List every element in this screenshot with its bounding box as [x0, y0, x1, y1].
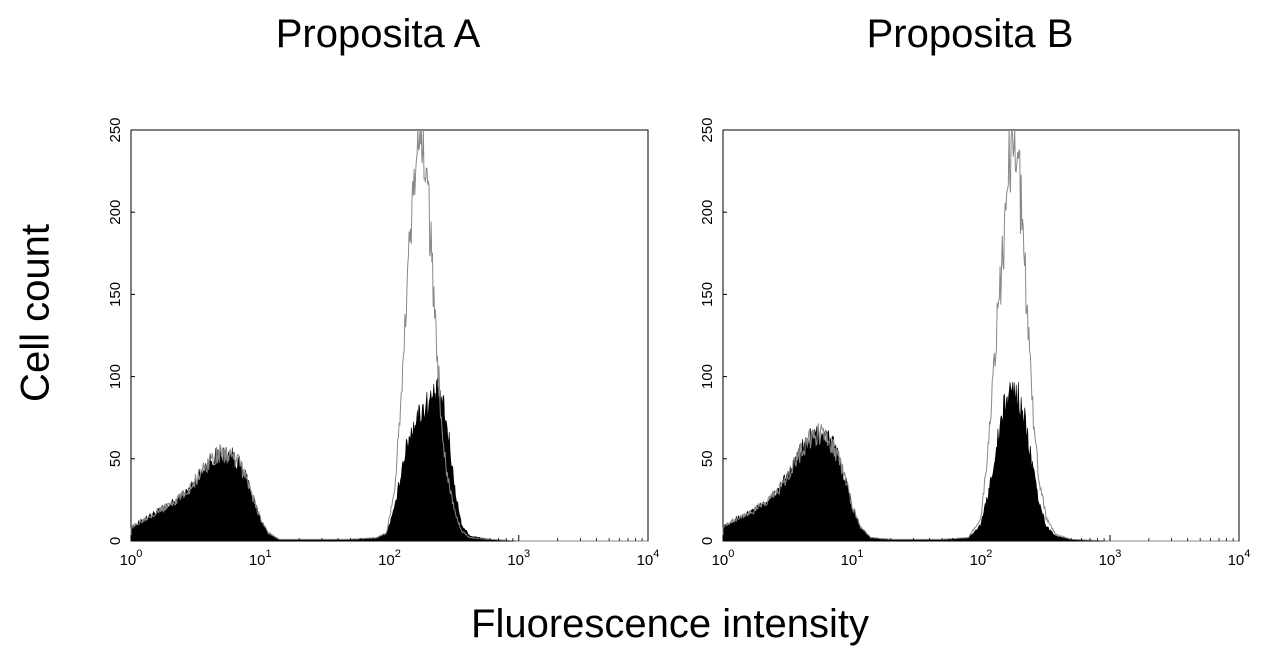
panel-title-b: Proposita B [866, 12, 1074, 56]
x-tick-label: 103 [507, 548, 530, 569]
y-tick-label: 0 [699, 537, 716, 545]
y-tick-label: 100 [107, 364, 124, 389]
x-tick-label: 104 [637, 548, 660, 569]
y-tick-label: 0 [107, 537, 124, 545]
x-tick-label: 103 [1099, 548, 1122, 569]
y-tick-label: 150 [699, 282, 716, 307]
y-tick-label: 250 [107, 117, 124, 142]
x-axis-label: Fluorescence intensity [471, 602, 869, 646]
panel-a: 0 50 100 150 200 250 100 101 102 103 104 [107, 117, 659, 569]
y-tick-label: 50 [107, 450, 124, 467]
x-tick-label: 100 [712, 548, 735, 569]
x-tick-label: 100 [120, 548, 143, 569]
panel-b: 0 50 100 150 200 250 100 101 102 103 104 [699, 117, 1250, 569]
y-tick-label: 100 [699, 364, 716, 389]
y-tick-label: 250 [699, 117, 716, 142]
series-outline-histogram [130, 129, 648, 542]
y-tick-label: 200 [107, 200, 124, 225]
x-tick-label: 102 [970, 548, 993, 569]
series-outline-histogram [722, 129, 1239, 542]
x-tick-label: 101 [249, 548, 272, 569]
y-tick-label: 200 [699, 200, 716, 225]
y-tick-label: 50 [699, 450, 716, 467]
panel-title-a: Proposita A [275, 12, 481, 56]
x-tick-label: 104 [1228, 548, 1251, 569]
x-tick-label: 102 [378, 548, 401, 569]
x-tick-label: 101 [841, 548, 864, 569]
y-tick-label: 150 [107, 282, 124, 307]
